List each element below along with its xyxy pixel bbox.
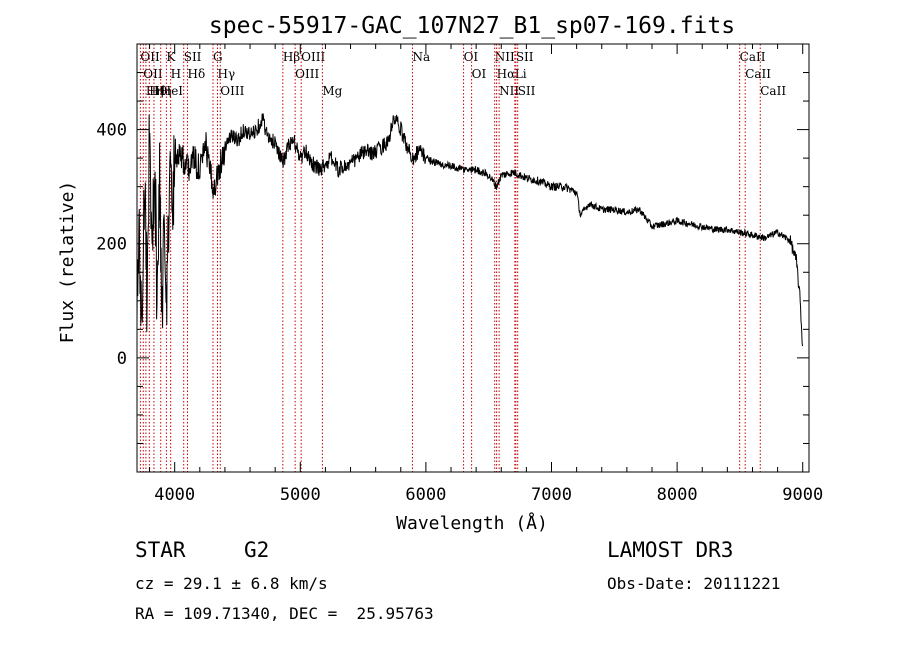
line-label: OII — [140, 50, 160, 64]
y-tick-label: 200 — [96, 235, 127, 255]
x-tick-label: 6000 — [405, 485, 446, 505]
line-label: Li — [515, 67, 527, 81]
line-label: Hα — [497, 67, 516, 81]
axes: 4000 5000 6000 7000 8000 9000 0 200 400 — [96, 44, 823, 505]
emission-line-markers: OIIOIIHηHθHηHeIKHSIIHδGHγOIIIHβOIIIOIIIM… — [139, 44, 786, 472]
line-label: OII — [143, 67, 163, 81]
line-label: OIII — [295, 67, 319, 81]
line-label: Hγ — [218, 67, 236, 81]
line-label: Hβ — [283, 50, 300, 64]
plot-frame — [136, 43, 810, 473]
object-subclass: G2 — [244, 538, 270, 562]
line-label: Mg — [322, 84, 342, 98]
spectrum-line — [136, 113, 803, 347]
line-label: CaII — [760, 84, 786, 98]
object-class: STAR — [135, 538, 186, 562]
x-tick-label: 5000 — [280, 485, 321, 505]
line-label: OIII — [220, 84, 244, 98]
line-label: CaII — [740, 50, 766, 64]
line-label: H — [171, 67, 181, 81]
x-tick-label: 7000 — [531, 485, 572, 505]
line-label: NII — [495, 50, 515, 64]
line-label: Hδ — [187, 67, 205, 81]
line-label: SII — [518, 84, 536, 98]
line-label: OI — [472, 67, 487, 81]
line-label: SII — [516, 50, 534, 64]
line-label: OI — [464, 50, 479, 64]
observation-date: Obs-Date: 20111221 — [607, 574, 781, 593]
x-tick-label: 9000 — [782, 485, 823, 505]
line-label: Hη — [146, 84, 164, 98]
line-label: OIII — [301, 50, 325, 64]
x-tick-label: 4000 — [154, 485, 195, 505]
line-label: NII — [499, 84, 519, 98]
line-label: G — [213, 50, 223, 64]
survey-name: LAMOST DR3 — [607, 538, 734, 562]
x-tick-label: 8000 — [657, 485, 698, 505]
chart-title: spec-55917-GAC_107N27_B1_sp07-169.fits — [209, 13, 735, 39]
line-label: K — [166, 50, 176, 64]
y-axis-label: Flux (relative) — [57, 181, 78, 344]
y-tick-label: 400 — [96, 121, 127, 141]
line-label: Na — [412, 50, 430, 64]
y-tick-label: 0 — [117, 349, 127, 369]
spectrum-layer — [136, 113, 803, 347]
line-label: Hη — [154, 84, 172, 98]
line-label: CaII — [745, 67, 771, 81]
redshift-cz: cz = 29.1 ± 6.8 km/s — [135, 574, 328, 593]
line-label: SII — [184, 50, 202, 64]
x-axis-label: Wavelength (Å) — [396, 512, 548, 534]
ra-dec: RA = 109.71340, DEC = 25.95763 — [135, 604, 434, 623]
line-label: HeI — [161, 84, 184, 98]
